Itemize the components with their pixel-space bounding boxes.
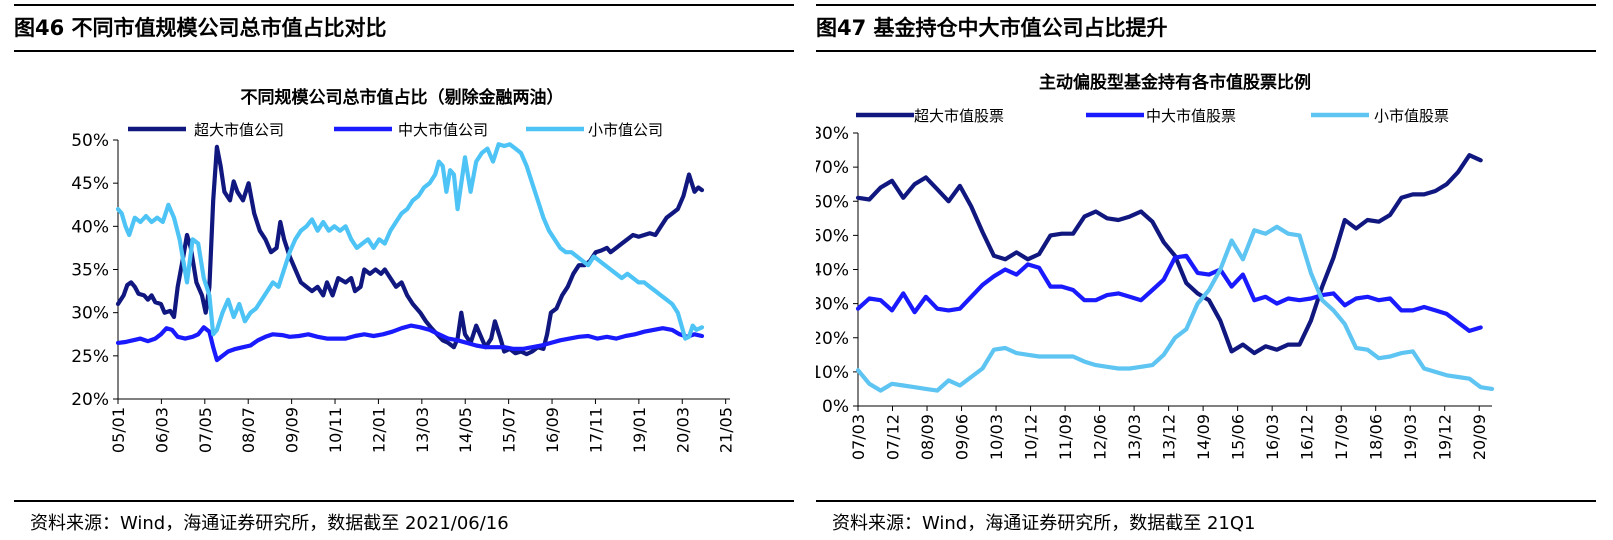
x-tick-label: 08/09 [918, 414, 937, 460]
x-tick-label: 20/03 [673, 407, 692, 453]
x-tick-label: 15/06 [1229, 414, 1248, 460]
figure-title: 图46 不同市值规模公司总市值占比对比 [14, 16, 387, 40]
x-tick-label: 14/05 [456, 407, 475, 453]
x-tick-label: 14/09 [1194, 414, 1213, 460]
series-line [115, 323, 705, 363]
top-rule [14, 4, 794, 6]
y-tick-label: 30% [71, 304, 109, 324]
y-tick-label: 50% [816, 226, 849, 246]
legend-label: 中大市值公司 [398, 121, 488, 139]
y-tick-label: 40% [71, 217, 109, 237]
bottom-rule [14, 500, 794, 502]
x-tick-label: 07/12 [884, 414, 903, 460]
bottom-rule [816, 500, 1596, 502]
figure-46-panel: 图46 不同市值规模公司总市值占比对比 不同规模公司总市值占比（剔除金融两油） 超… [14, 0, 804, 540]
x-tick-label: 08/07 [239, 407, 258, 453]
x-tick-label: 12/01 [369, 407, 388, 453]
source-note: 资料来源：Wind，海通证券研究所，数据截至 2021/06/16 [30, 513, 509, 534]
x-tick-label: 11/09 [1056, 414, 1075, 460]
x-tick-label: 16/12 [1298, 414, 1317, 460]
y-tick-label: 0% [822, 397, 849, 417]
series-line [115, 142, 705, 341]
x-tick-label: 19/12 [1436, 414, 1455, 460]
x-tick-label: 06/03 [152, 407, 171, 453]
y-tick-label: 20% [816, 329, 849, 349]
top-rule [816, 4, 1596, 6]
x-tick-label: 10/11 [326, 407, 345, 453]
y-tick-label: 60% [816, 192, 849, 212]
x-tick-label: 05/01 [109, 407, 128, 453]
chart-title: 主动偏股型基金持有各市值股票比例 [1039, 72, 1311, 93]
x-tick-label: 13/03 [1125, 414, 1144, 460]
source-note: 资料来源：Wind，海通证券研究所，数据截至 21Q1 [832, 513, 1256, 534]
y-tick-label: 10% [816, 363, 849, 383]
x-tick-label: 15/07 [500, 407, 519, 453]
legend-label: 中大市值股票 [1146, 107, 1236, 125]
y-tick-label: 50% [71, 131, 109, 151]
title-rule [14, 50, 794, 52]
x-tick-label: 10/12 [1022, 414, 1041, 460]
x-tick-label: 21/05 [717, 407, 736, 453]
x-tick-label: 09/09 [283, 407, 302, 453]
x-tick-label: 07/03 [849, 414, 868, 460]
x-tick-label: 18/06 [1367, 414, 1386, 460]
y-tick-label: 70% [816, 158, 849, 178]
x-tick-label: 17/11 [586, 407, 605, 453]
series-line [855, 224, 1495, 393]
legend-label: 小市值股票 [1374, 107, 1449, 125]
x-tick-label: 07/05 [196, 407, 215, 453]
y-tick-label: 25% [71, 347, 109, 367]
x-tick-label: 12/06 [1091, 414, 1110, 460]
series-line [855, 253, 1483, 333]
series-line [115, 144, 705, 357]
chart-title: 不同规模公司总市值占比（剔除金融两油） [241, 87, 564, 108]
figure-47-panel: 图47 基金持仓中大市值公司占比提升 主动偏股型基金持有各市值股票比例超大市值股… [816, 0, 1606, 540]
x-tick-label: 20/09 [1470, 414, 1489, 460]
y-tick-label: 45% [71, 174, 109, 194]
x-tick-label: 13/12 [1160, 414, 1179, 460]
x-tick-label: 19/01 [630, 407, 649, 453]
x-tick-label: 19/03 [1401, 414, 1420, 460]
title-rule [816, 50, 1596, 52]
y-tick-label: 30% [816, 295, 849, 315]
legend-label: 小市值公司 [588, 121, 663, 139]
series-line [855, 153, 1483, 356]
legend-label: 超大市值公司 [194, 121, 284, 139]
x-tick-label: 09/06 [953, 414, 972, 460]
legend-label: 超大市值股票 [914, 107, 1004, 125]
x-tick-label: 13/03 [413, 407, 432, 453]
y-tick-label: 40% [816, 261, 849, 281]
figure-title: 图47 基金持仓中大市值公司占比提升 [816, 16, 1168, 40]
y-tick-label: 80% [816, 124, 849, 144]
x-tick-label: 16/03 [1263, 414, 1282, 460]
y-tick-label: 35% [71, 261, 109, 281]
x-tick-label: 17/09 [1332, 414, 1351, 460]
x-tick-label: 10/03 [987, 414, 1006, 460]
x-tick-label: 16/09 [543, 407, 562, 453]
market-cap-share-chart: 不同规模公司总市值占比（剔除金融两油） 超大市值公司 中大市值公司 小市值公司 20% 2… [71, 87, 736, 453]
y-tick-label: 20% [71, 390, 109, 410]
